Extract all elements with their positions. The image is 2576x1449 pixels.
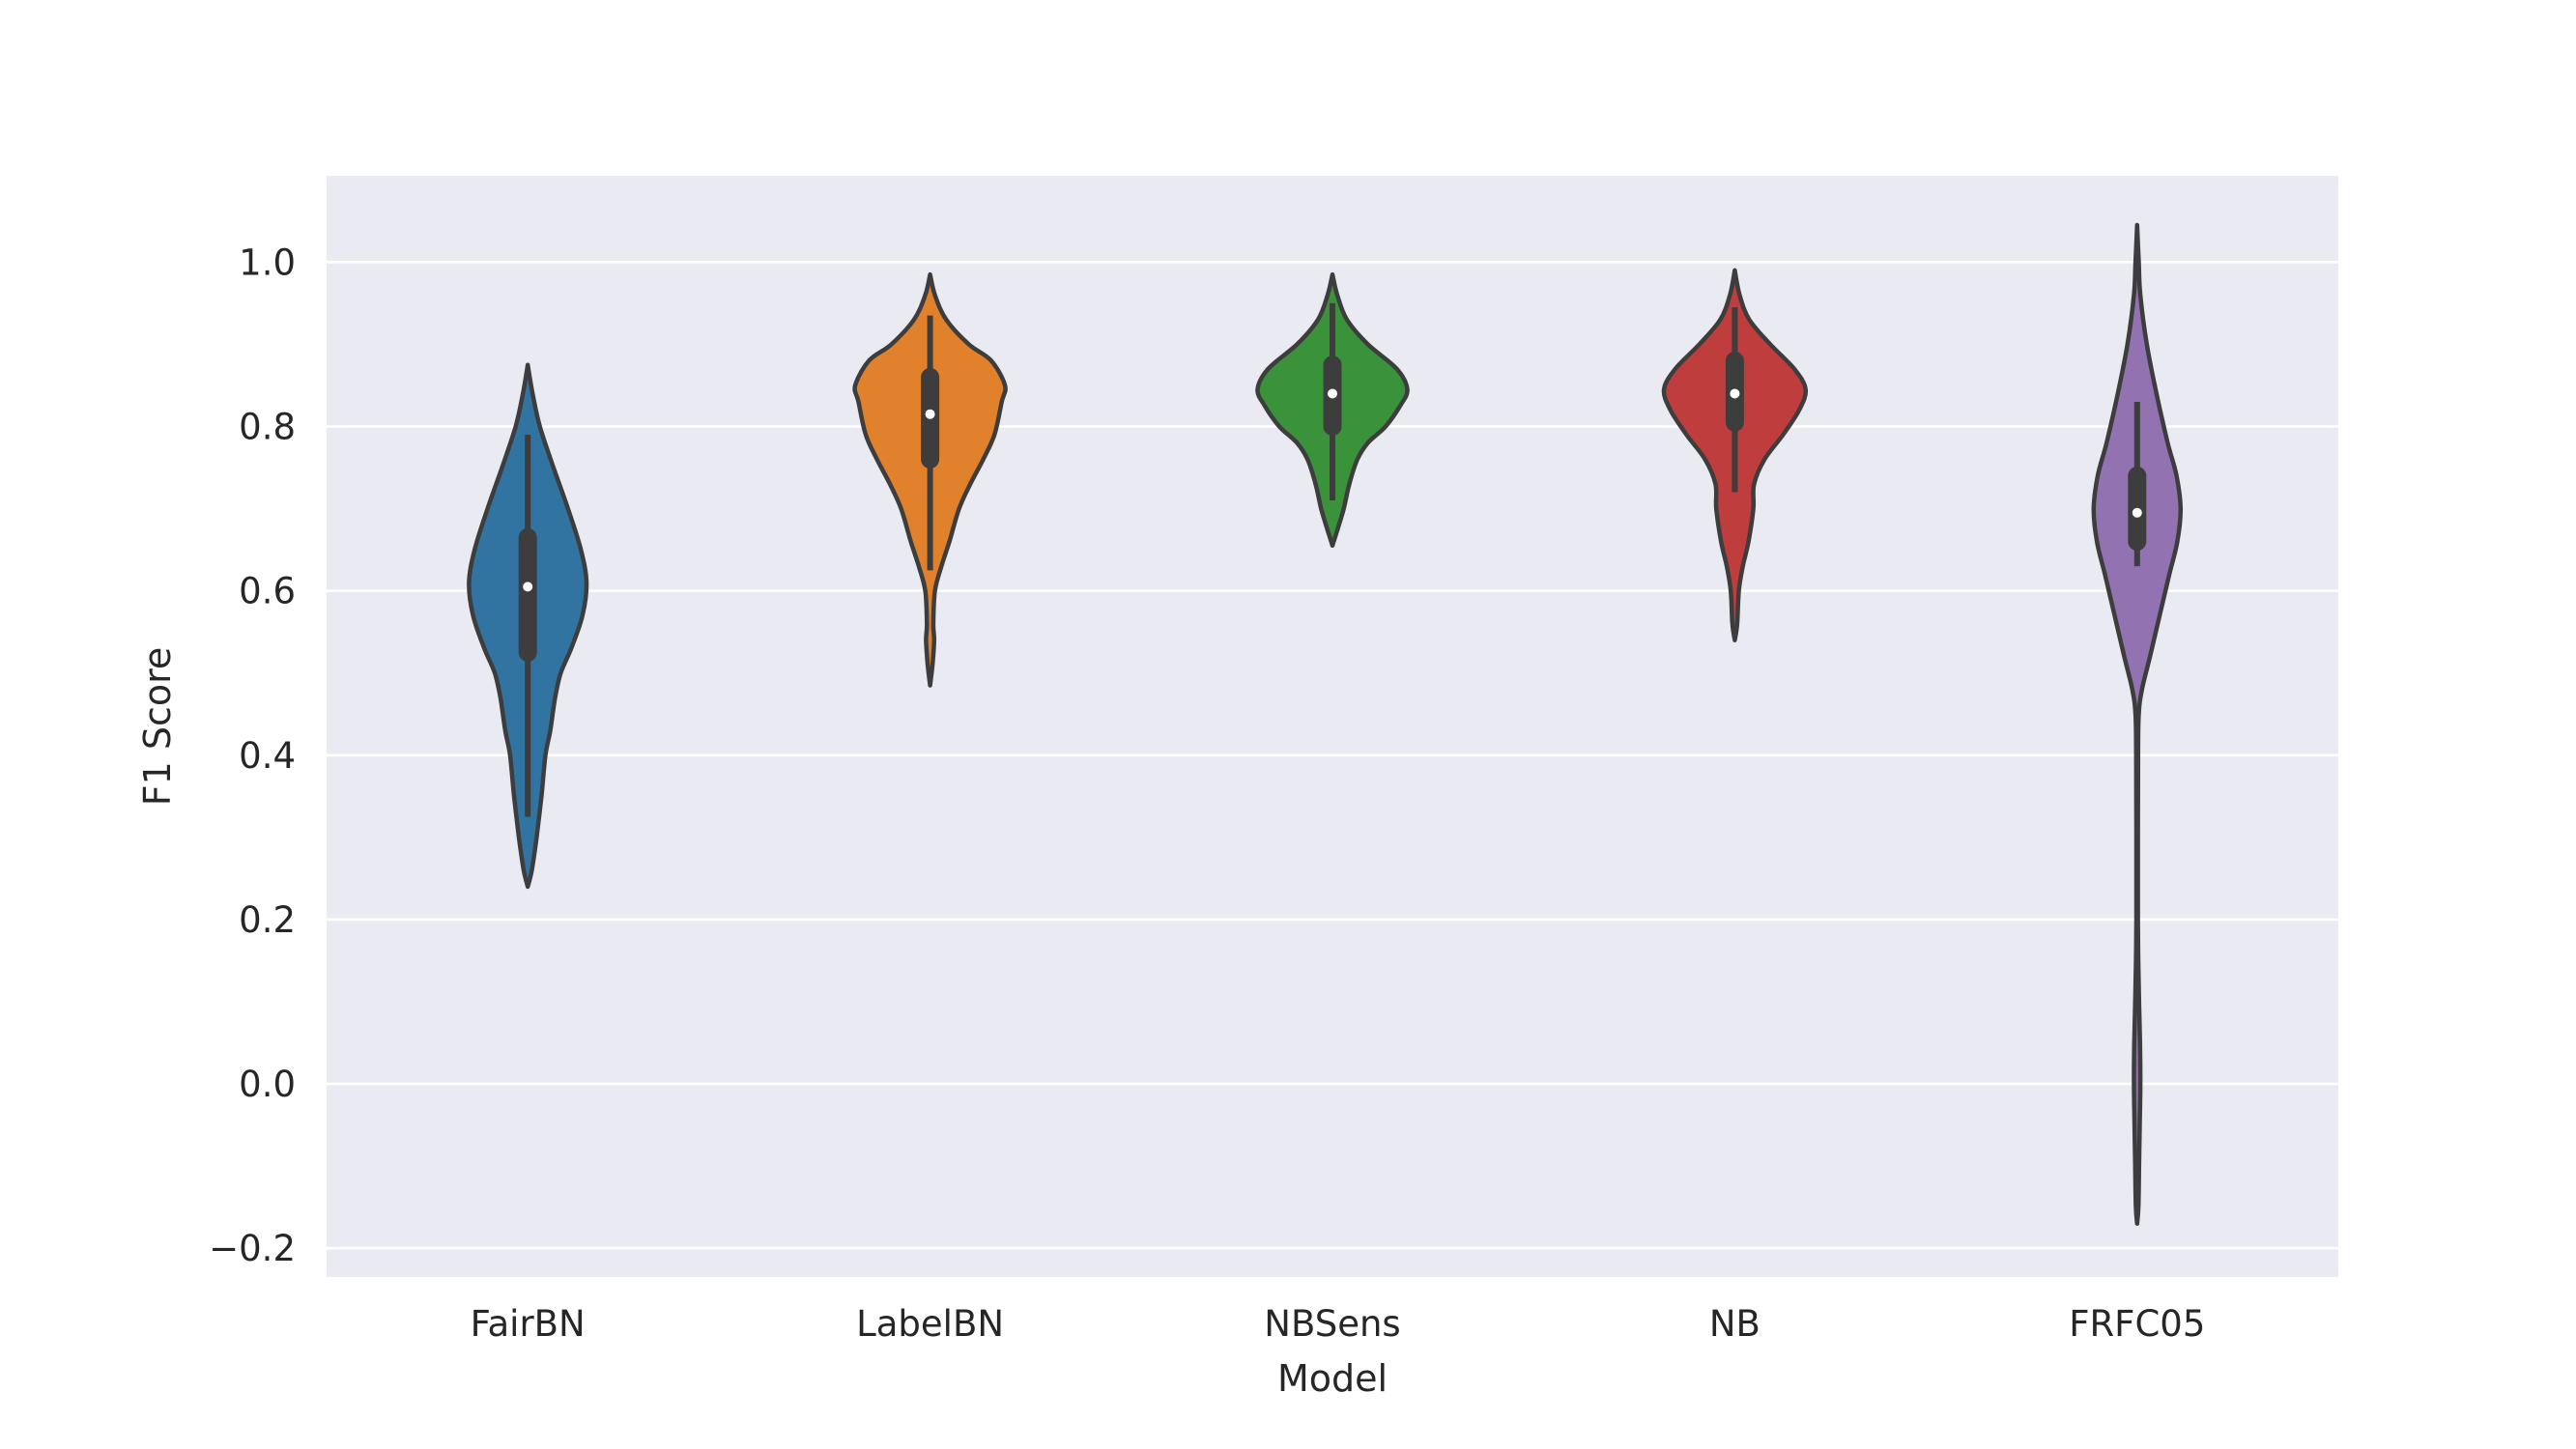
violin-fairbn [467, 362, 589, 890]
y-tick-label: 0.6 [239, 571, 296, 612]
x-tick-labels: FairBN LabelBN NBSens NB FRFC05 [471, 1303, 2206, 1345]
y-tick-label: −0.2 [209, 1228, 296, 1269]
y-tick-label: 0.4 [239, 735, 296, 777]
median-point [925, 409, 935, 419]
x-tick-label: NBSens [1264, 1303, 1400, 1345]
violin-nb [1661, 268, 1809, 642]
x-tick-label: FRFC05 [2069, 1303, 2205, 1345]
x-tick-label: LabelBN [856, 1303, 1004, 1345]
y-tick-label: 0.2 [239, 899, 296, 941]
median-point [1328, 388, 1337, 399]
x-axis-label: Model [1277, 1357, 1388, 1400]
y-tick-label: 0.8 [239, 406, 296, 447]
violins [467, 222, 2184, 1226]
violin-body [2091, 222, 2184, 1226]
y-tick-label: 0.0 [239, 1064, 296, 1105]
violin-frfc05 [2091, 222, 2184, 1226]
median-point [523, 582, 533, 592]
violin-labelbn [852, 271, 1008, 688]
y-tick-labels: −0.2 0.0 0.2 0.4 0.6 0.8 1.0 [209, 242, 296, 1269]
x-tick-label: FairBN [471, 1303, 586, 1345]
y-tick-label: 1.0 [239, 242, 296, 283]
median-point [2132, 507, 2142, 518]
median-point [1730, 388, 1740, 399]
x-tick-label: NB [1709, 1303, 1760, 1345]
y-axis-label: F1 Score [136, 647, 179, 807]
violin-nbsens [1255, 271, 1410, 549]
